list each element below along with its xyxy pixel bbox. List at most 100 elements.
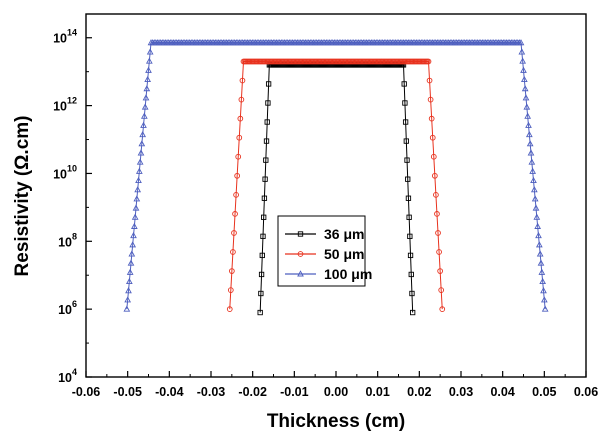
data-point	[140, 121, 147, 128]
legend-marker	[297, 251, 304, 257]
series-2	[123, 39, 549, 312]
data-point	[532, 204, 540, 211]
data-point	[140, 112, 148, 119]
data-point	[425, 58, 432, 65]
axis-ticks	[85, 37, 587, 378]
y-tick-label: 106	[58, 299, 77, 317]
data-point	[130, 231, 137, 239]
x-tick-labels: -0.06 -0.05 -0.04 -0.03 -0.02 -0.01 0.00 0.01 0.…	[72, 385, 598, 399]
data-point	[426, 77, 433, 84]
data-point	[538, 268, 546, 275]
data-point	[540, 296, 548, 303]
legend-marker	[297, 231, 304, 237]
x-tick-label: 0.05	[532, 385, 556, 399]
data-point	[229, 268, 235, 274]
data-point	[429, 134, 436, 141]
data-point	[129, 241, 137, 248]
y-tick-label: 1014	[53, 28, 77, 46]
data-point	[144, 75, 152, 83]
data-point	[407, 233, 413, 239]
data-point	[527, 149, 535, 156]
x-tick-label: -0.02	[238, 385, 267, 399]
x-axis-title: Thickness (cm)	[267, 411, 405, 432]
data-point	[433, 191, 439, 198]
legend-label: 100 μm	[324, 266, 372, 282]
data-point	[526, 140, 534, 147]
data-point	[406, 214, 412, 220]
data-point	[431, 172, 438, 179]
data-point	[519, 57, 527, 64]
data-point	[262, 176, 268, 182]
data-point	[530, 176, 537, 184]
data-point	[534, 222, 542, 229]
data-point	[263, 157, 269, 163]
legend-label: 50 μm	[324, 246, 364, 262]
x-tick-label: -0.05	[113, 385, 142, 399]
data-point	[401, 81, 407, 87]
data-point	[535, 241, 543, 248]
legend: 36 μm 50 μm 100 μm	[277, 215, 372, 287]
data-point	[258, 290, 264, 297]
x-tick-label: 0.03	[449, 385, 473, 399]
data-point	[126, 268, 134, 275]
data-point	[139, 130, 147, 138]
x-tick-label: -0.03	[197, 385, 226, 399]
data-point	[131, 213, 139, 220]
data-point	[409, 290, 415, 297]
data-point	[261, 214, 267, 220]
data-point	[427, 96, 434, 103]
data-point	[123, 305, 131, 312]
data-point	[437, 268, 443, 274]
data-point	[261, 195, 268, 201]
data-point	[138, 140, 146, 147]
data-point	[521, 85, 529, 92]
data-point	[137, 149, 145, 156]
x-tick-label: -0.04	[155, 385, 184, 399]
data-point	[145, 66, 152, 73]
data-point	[132, 204, 140, 211]
data-point	[528, 158, 536, 165]
data-point	[133, 195, 141, 202]
data-point	[238, 96, 245, 103]
data-point	[125, 287, 132, 294]
data-point	[518, 48, 526, 55]
data-point	[237, 115, 244, 122]
data-point	[405, 195, 412, 201]
data-point	[128, 250, 136, 257]
data-point	[434, 211, 440, 217]
series-1	[226, 58, 446, 312]
data-point	[520, 66, 527, 73]
data-point	[403, 138, 409, 144]
x-tick-label: 0.02	[407, 385, 431, 399]
data-point	[135, 176, 142, 184]
data-point	[435, 230, 441, 236]
data-point	[143, 85, 151, 92]
data-point	[535, 231, 542, 239]
data-point	[428, 115, 435, 122]
data-point	[436, 249, 442, 255]
data-point	[136, 158, 144, 165]
data-point	[232, 211, 238, 217]
data-point	[227, 287, 234, 293]
y-axis-title: Resistivity (Ω.cm)	[12, 116, 33, 277]
data-point	[402, 119, 409, 125]
data-point	[405, 176, 411, 182]
data-point	[235, 153, 242, 160]
data-point	[134, 186, 142, 193]
data-point	[530, 186, 538, 193]
data-point	[127, 259, 135, 266]
data-point	[438, 287, 445, 293]
plot-frame	[85, 13, 587, 378]
data-point	[239, 77, 246, 84]
data-point	[520, 75, 528, 83]
data-point	[536, 250, 544, 257]
data-point	[258, 271, 265, 278]
data-point	[233, 191, 239, 198]
y-tick-label: 104	[58, 367, 77, 385]
data-point	[146, 48, 154, 55]
data-point	[533, 213, 541, 220]
data-point	[142, 94, 150, 101]
data-point	[523, 103, 531, 110]
data-point	[522, 94, 530, 101]
